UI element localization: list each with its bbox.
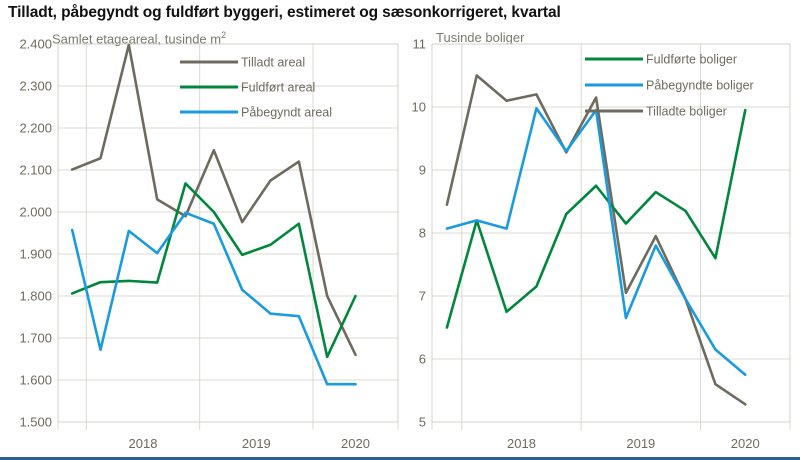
series-line xyxy=(70,43,357,357)
legend-label: Tilladte boliger xyxy=(646,105,727,119)
x-axis-tick-label: 2020 xyxy=(341,436,370,451)
x-axis-tick-label: 2018 xyxy=(507,436,536,451)
left-chart-panel: Samlet etageareal, tusinde m2 1.500 1.600… xyxy=(0,30,410,460)
y-axis-tick-label: 2.000 xyxy=(19,205,52,220)
y-axis-tick-label: 10 xyxy=(412,100,426,115)
right-chart-svg: 5 6 7 8 9 10 11 2018 2019 2020 Fuldførte boliger På… xyxy=(412,37,791,451)
y-axis-tick-label: 8 xyxy=(419,226,426,241)
left-chart-subtitle-text: Samlet etageareal, tusinde m xyxy=(52,31,222,47)
right-chart-subtitle: Tusinde boliger xyxy=(436,30,525,45)
legend-label: Påbegyndte boliger xyxy=(646,79,754,93)
y-axis-tick-label: 1.900 xyxy=(19,247,52,262)
legend-label: Tilladt areal xyxy=(241,56,305,70)
legend-label: Fuldført areal xyxy=(241,81,315,95)
y-axis-tick-label: 11 xyxy=(413,37,427,52)
y-axis-tick-label: 1.800 xyxy=(19,289,52,304)
y-axis-tick-label: 5 xyxy=(419,415,426,430)
right-chart-panel: Tusinde boliger 5 6 7 8 9 10 11 2018 2019 2020 Ful… xyxy=(410,30,800,460)
legend-label: Fuldførte boliger xyxy=(646,53,737,67)
left-chart-svg: 1.500 1.600 1.700 1.800 1.900 2.000 2.100 2.200… xyxy=(19,37,399,451)
bottom-rule xyxy=(0,457,800,460)
x-axis-tick-label: 2020 xyxy=(731,436,760,451)
y-axis-tick-label: 1.600 xyxy=(19,373,52,388)
x-axis-tick-label: 2019 xyxy=(242,436,271,451)
y-axis-tick-label: 6 xyxy=(419,352,426,367)
y-axis-tick-label: 1.500 xyxy=(19,415,52,430)
x-axis-tick-label: 2019 xyxy=(626,436,655,451)
legend-label: Påbegyndt areal xyxy=(241,106,332,120)
left-chart-subtitle: Samlet etageareal, tusinde m2 xyxy=(52,30,226,46)
page-title: Tilladt, påbegyndt og fuldført byggeri, … xyxy=(8,4,561,21)
series-line xyxy=(445,74,747,406)
y-axis-tick-label: 1.700 xyxy=(19,331,52,346)
y-axis-tick-label: 2.100 xyxy=(19,163,52,178)
series-line xyxy=(70,211,357,386)
y-axis-tick-label: 2.300 xyxy=(19,79,52,94)
left-chart-subtitle-superscript: 2 xyxy=(221,30,227,40)
y-axis-tick-label: 2.200 xyxy=(19,121,52,136)
y-axis-tick-label: 7 xyxy=(419,289,426,304)
series-line xyxy=(70,182,357,359)
y-axis-tick-label: 2.400 xyxy=(19,37,52,52)
x-axis-tick-label: 2018 xyxy=(129,436,158,451)
y-axis-tick-label: 9 xyxy=(419,163,426,178)
series-line xyxy=(445,108,747,329)
